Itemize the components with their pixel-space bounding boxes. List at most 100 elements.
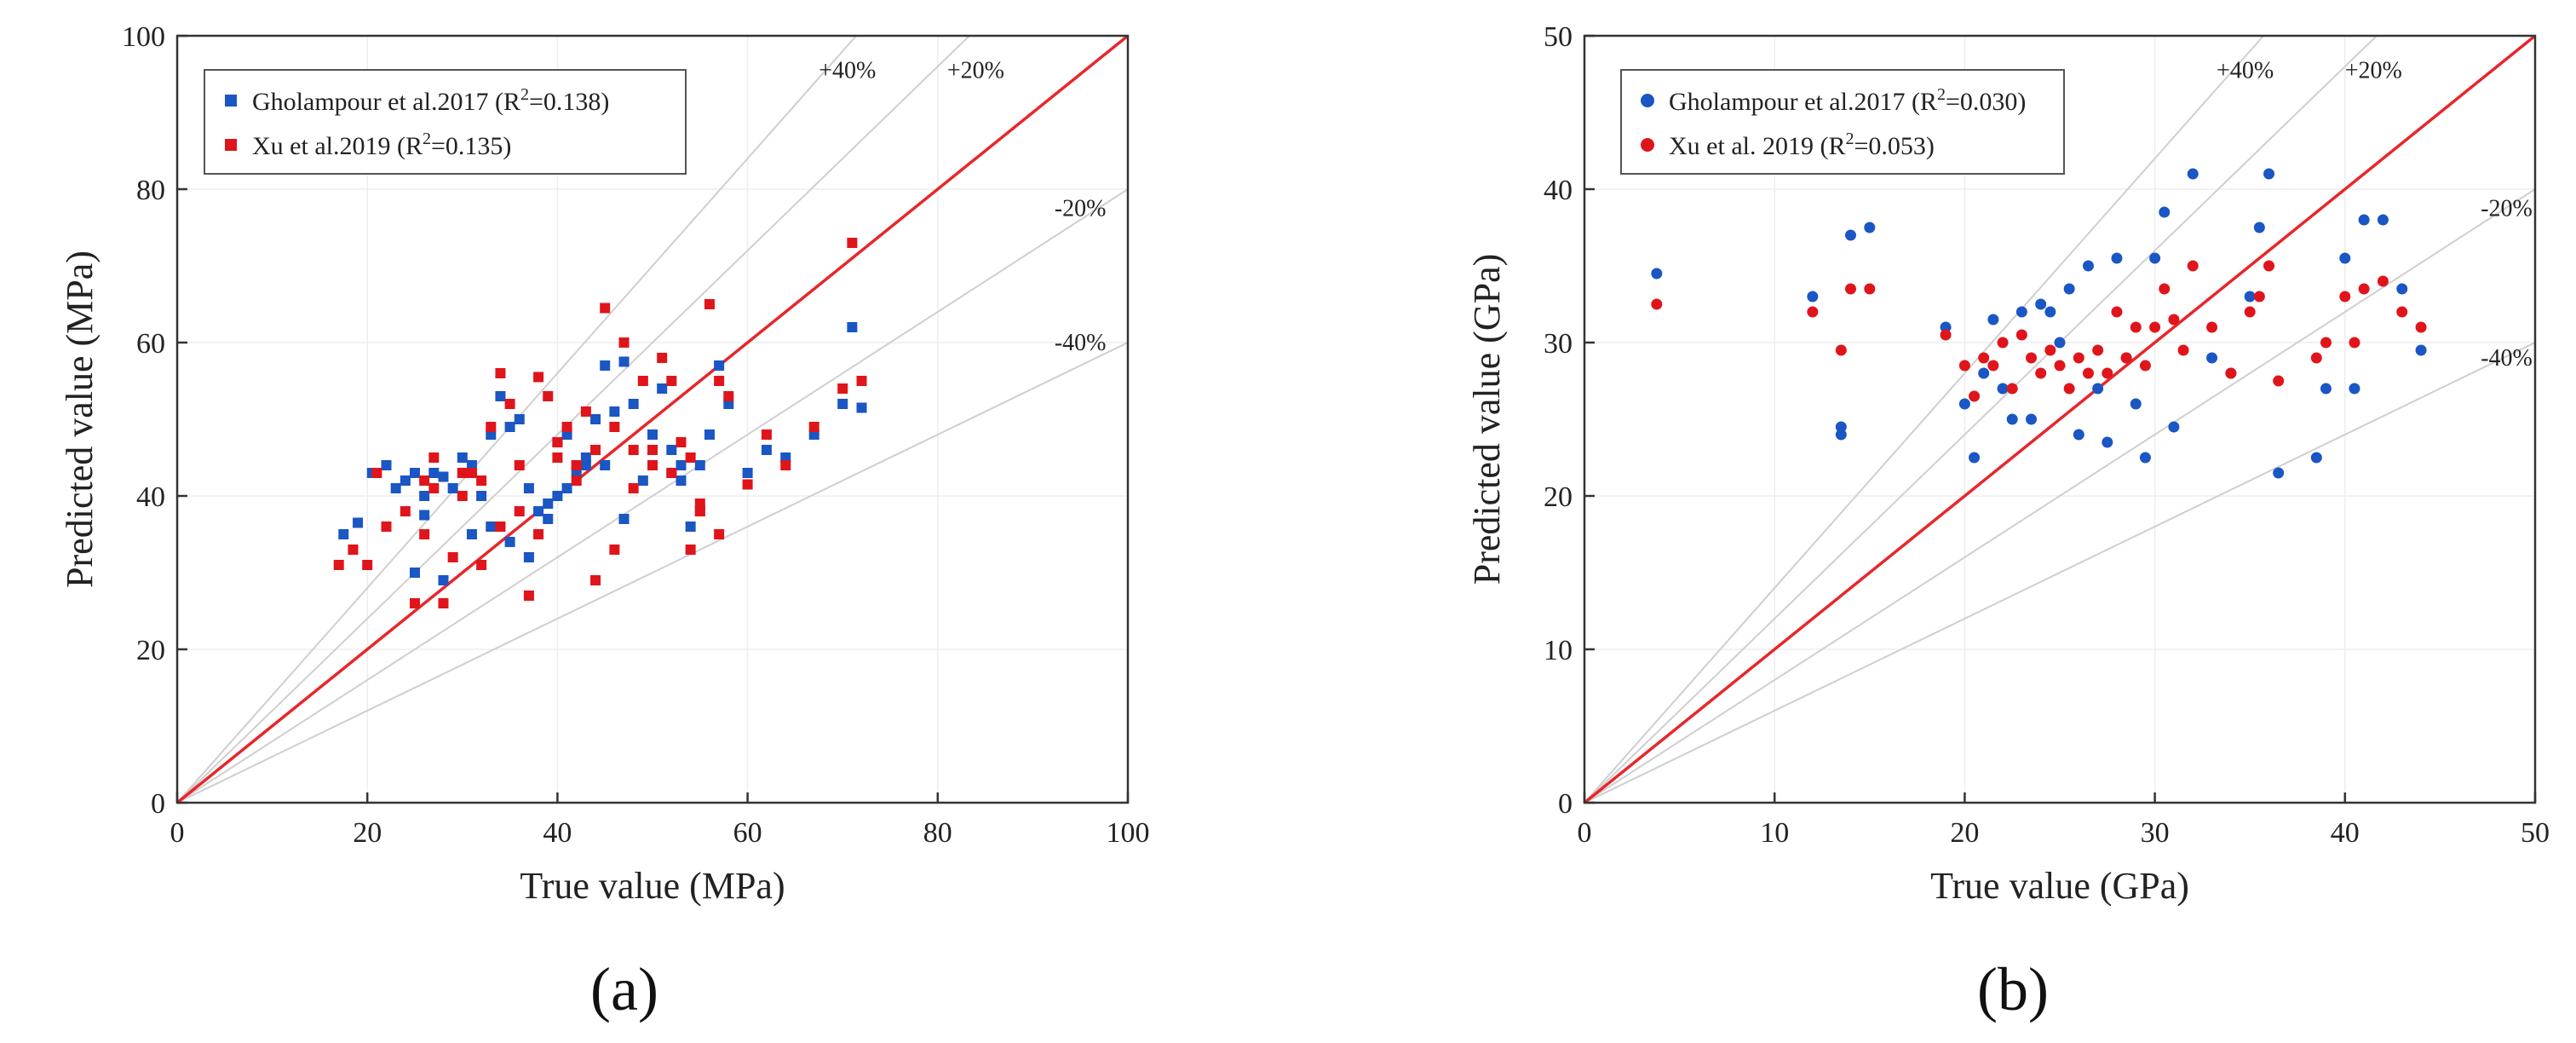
- axes-frame: [175, 34, 1130, 804]
- reference-line: [1584, 36, 2378, 803]
- x-tick-label: 0: [170, 817, 185, 849]
- data-point: [353, 517, 364, 528]
- data-point: [2339, 291, 2351, 303]
- data-point: [1997, 337, 2009, 349]
- data-point: [2139, 360, 2151, 372]
- data-point: [714, 529, 725, 539]
- reference-line-label: +20%: [947, 58, 1004, 84]
- reference-line: [1584, 36, 2264, 803]
- data-point: [486, 422, 497, 432]
- data-point: [2187, 168, 2199, 180]
- axes-frame: [1583, 34, 2537, 804]
- legend: Gholampour et al.2017 (R2=0.030) Xu et al…: [1620, 69, 2065, 175]
- x-tick-label: 10: [1760, 817, 1789, 849]
- series-2: [1651, 260, 2427, 402]
- data-point: [2377, 275, 2389, 287]
- data-point: [400, 475, 411, 486]
- data-point: [1835, 421, 1847, 433]
- data-point: [2349, 337, 2360, 349]
- series-1: [1651, 168, 2427, 479]
- legend-box: [204, 69, 687, 175]
- data-point: [647, 460, 658, 470]
- legend-marker: [1641, 138, 1654, 152]
- data-point: [552, 491, 563, 501]
- data-point: [618, 356, 630, 367]
- data-point: [1864, 283, 1876, 295]
- data-point: [486, 522, 497, 532]
- data-point: [1940, 321, 1952, 333]
- y-tick-label: 0: [151, 788, 165, 820]
- data-point: [676, 460, 687, 470]
- data-point: [514, 414, 525, 424]
- data-point: [552, 437, 563, 447]
- data-point: [847, 238, 858, 248]
- data-point: [1651, 298, 1663, 310]
- data-point: [571, 460, 582, 470]
- data-point: [457, 491, 468, 501]
- reference-line: [177, 188, 1128, 803]
- data-point: [2111, 252, 2123, 264]
- legend-marker: [1641, 94, 1654, 107]
- data-point: [2358, 214, 2370, 226]
- data-point: [609, 545, 620, 555]
- data-point: [2063, 383, 2075, 395]
- data-point: [523, 552, 534, 562]
- data-point: [2168, 421, 2180, 433]
- data-point: [676, 437, 687, 447]
- data-point: [410, 468, 420, 478]
- y-tick-label: 40: [136, 481, 165, 513]
- data-point: [543, 498, 554, 509]
- data-point: [2102, 367, 2113, 379]
- data-point: [1969, 390, 1981, 402]
- data-point: [600, 360, 611, 371]
- legend-label: Gholampour et al.2017 (R2=0.030): [1669, 85, 2026, 116]
- data-point: [466, 529, 477, 539]
- data-point: [2415, 321, 2427, 333]
- data-point: [2396, 283, 2408, 295]
- legend-box: [1620, 69, 2065, 175]
- data-point: [856, 402, 867, 413]
- data-point: [2120, 352, 2132, 364]
- data-point: [2054, 360, 2066, 372]
- y-axis-label: Predicted value (GPa): [1466, 254, 1508, 585]
- x-axis-label: True value (MPa): [520, 865, 785, 907]
- data-point: [600, 460, 611, 470]
- data-point: [1978, 367, 1990, 379]
- data-point: [2044, 306, 2056, 318]
- data-point: [837, 383, 848, 394]
- data-point: [2244, 291, 2256, 303]
- data-point: [419, 529, 430, 539]
- data-point: [410, 598, 420, 608]
- legend-marker: [225, 139, 237, 151]
- data-point: [2026, 413, 2038, 425]
- data-point: [338, 529, 349, 539]
- x-tick-label: 20: [1950, 817, 1979, 849]
- data-point: [657, 353, 668, 363]
- y-tick-label: 80: [136, 175, 165, 206]
- data-point: [1969, 452, 1981, 464]
- data-point: [466, 468, 477, 478]
- data-point: [1987, 314, 1999, 326]
- data-point: [2130, 321, 2142, 333]
- data-point: [609, 422, 620, 432]
- x-tick-label: 100: [1107, 817, 1150, 849]
- data-point: [618, 337, 630, 348]
- series-1: [338, 322, 867, 585]
- data-point: [1997, 383, 2009, 395]
- panel-a-label: (a): [590, 955, 658, 1023]
- y-tick-label: 100: [122, 21, 165, 53]
- data-point: [2092, 344, 2104, 356]
- data-point: [2149, 252, 2161, 264]
- reference-line-label: -20%: [1055, 196, 1107, 222]
- data-point: [533, 529, 544, 539]
- data-point: [543, 391, 554, 401]
- data-point: [580, 406, 591, 417]
- data-point: [438, 575, 449, 585]
- data-point: [2102, 436, 2113, 448]
- data-point: [476, 475, 487, 486]
- data-point: [495, 522, 506, 532]
- legend-label: Gholampour et al.2017 (R2=0.138): [252, 85, 609, 116]
- data-point: [2415, 344, 2427, 356]
- reference-line: [1584, 188, 2535, 803]
